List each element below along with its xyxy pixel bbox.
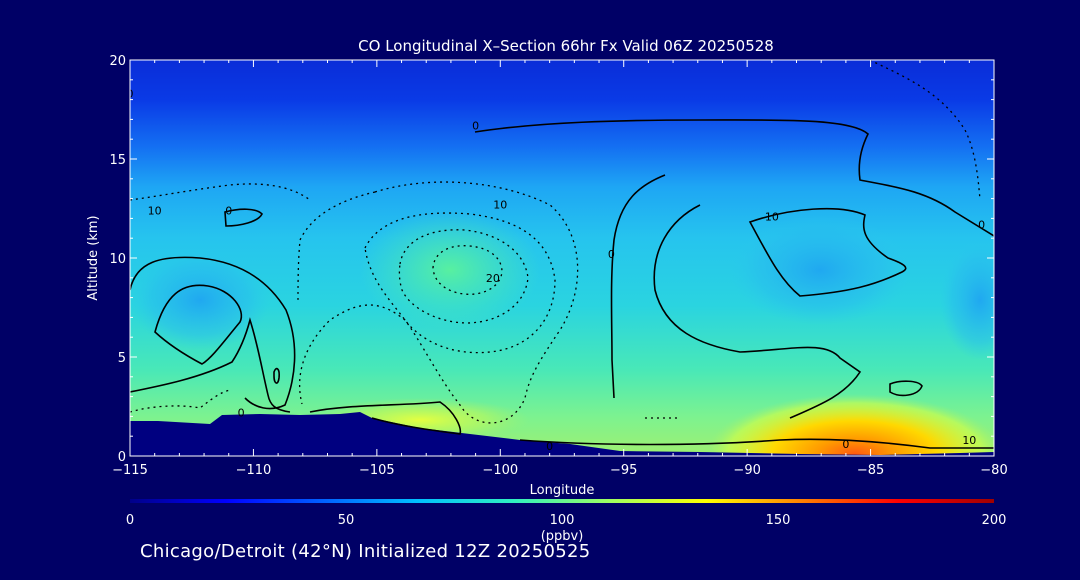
co-field-low-left — [130, 250, 270, 350]
contour-0-column — [610, 174, 666, 399]
contour-label: 20 — [486, 272, 500, 285]
x-tick-label: −100 — [482, 463, 518, 478]
x-tick-label: −115 — [112, 463, 148, 478]
contour-0-right-large — [653, 204, 862, 419]
contour-0-left-outer — [130, 256, 296, 410]
x-axis-label: Longitude — [530, 483, 595, 498]
chart-title: CO Longitudinal X–Section 66hr Fx Valid … — [358, 37, 774, 55]
y-tick-label: 20 — [109, 54, 126, 69]
x-tick-label: −110 — [236, 463, 272, 478]
contour-label: 10 — [148, 204, 162, 217]
x-tick-label: −105 — [359, 463, 395, 478]
y-axis: 0 5 10 15 20 — [109, 54, 994, 465]
contour-label: 0 — [472, 119, 479, 132]
contour-label: 10 — [962, 434, 976, 447]
init-caption: Chicago/Detroit (42°N) Initialized 12Z 2… — [140, 541, 591, 562]
contour-dot-neg15 — [364, 212, 556, 354]
contour-label: 10 — [765, 210, 779, 223]
colorbar-unit: (ppbv) — [541, 529, 584, 544]
colorbar-ticks: 0 50 100 150 200 — [126, 513, 1007, 528]
contour-small-right — [889, 380, 923, 397]
co-field-low-right — [730, 215, 910, 325]
colorbar-tick-label: 0 — [126, 513, 134, 528]
contour-label: 0 — [978, 218, 985, 231]
colorbar-gradient — [130, 499, 994, 503]
colorbar-tick-label: 50 — [338, 513, 355, 528]
y-axis-label: Altitude (km) — [86, 215, 101, 300]
co-field-hot-spot — [705, 370, 994, 456]
contour-dot-upper-right — [869, 60, 981, 201]
colorbar: 0 50 100 150 200 (ppbv) — [126, 499, 1007, 544]
contour-dot-neg25 — [432, 245, 503, 295]
contour-dot-neg20 — [398, 229, 529, 324]
contour-0-upper — [474, 119, 994, 237]
x-tick-label: −90 — [733, 463, 760, 478]
contour-10-loop-right — [748, 207, 907, 297]
terrain — [130, 412, 994, 456]
contour-label: 0 — [127, 88, 134, 101]
co-field-low-center — [360, 210, 540, 330]
contour-label: 0 — [608, 248, 615, 261]
colorbar-tick-label: 100 — [550, 513, 575, 528]
contour-label: 10 — [493, 199, 507, 212]
contour-label: 0 — [225, 204, 232, 217]
contour-10-left-loop — [154, 284, 243, 365]
contour-0-terrain — [309, 401, 462, 435]
contour-0-left-lower — [130, 317, 291, 413]
x-tick-label: −85 — [857, 463, 884, 478]
contour-dot-lower-left — [130, 389, 233, 413]
x-tick-label: −95 — [610, 463, 637, 478]
plot-area: 0 10 10 0 20 0 10 0 0 0 0 0 10 — [127, 60, 994, 456]
contour-0-bottom — [519, 438, 994, 449]
x-axis: −115 −110 −105 −100 −95 −90 −85 −80 — [112, 60, 1008, 478]
contour-label: 0 — [842, 438, 849, 451]
x-tick-label: −80 — [980, 463, 1007, 478]
contour-dot-neg10-outer — [297, 181, 579, 424]
contour-lines — [130, 60, 994, 449]
colorbar-tick-label: 150 — [766, 513, 791, 528]
y-tick-label: 10 — [109, 252, 126, 267]
contour-label: 0 — [238, 406, 245, 419]
contour-small-left — [273, 367, 280, 384]
y-tick-label: 15 — [109, 153, 126, 168]
y-tick-label: 5 — [118, 351, 126, 366]
y-tick-label: 0 — [118, 450, 126, 465]
contour-labels: 0 10 10 0 20 0 10 0 0 0 0 0 10 — [127, 88, 985, 453]
contour-small-upper-left — [224, 208, 263, 227]
colorbar-tick-label: 200 — [982, 513, 1007, 528]
contour-label: 0 — [546, 440, 553, 453]
co-field-right-edge — [940, 240, 994, 360]
